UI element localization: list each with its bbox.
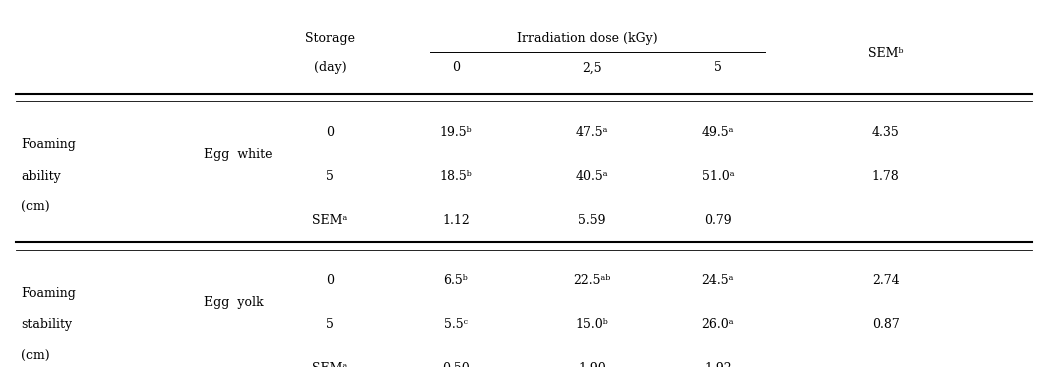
Text: 51.0ᵃ: 51.0ᵃ	[701, 170, 735, 183]
Text: Egg  white: Egg white	[204, 148, 272, 161]
Text: SEMᵇ: SEMᵇ	[868, 47, 903, 60]
Text: 5.59: 5.59	[578, 214, 606, 227]
Text: 22.5ᵃᵇ: 22.5ᵃᵇ	[573, 274, 611, 287]
Text: Egg  yolk: Egg yolk	[204, 296, 264, 309]
Text: stability: stability	[21, 318, 72, 331]
Text: 18.5ᵇ: 18.5ᵇ	[439, 170, 473, 183]
Text: 5: 5	[326, 170, 334, 183]
Text: 4.35: 4.35	[872, 126, 899, 139]
Text: (day): (day)	[313, 61, 347, 75]
Text: 5: 5	[326, 318, 334, 331]
Text: 49.5ᵃ: 49.5ᵃ	[701, 126, 735, 139]
Text: 0.50: 0.50	[442, 362, 470, 367]
Text: 1.78: 1.78	[872, 170, 899, 183]
Text: 1.12: 1.12	[442, 214, 470, 227]
Text: 0.87: 0.87	[872, 318, 899, 331]
Text: 6.5ᵇ: 6.5ᵇ	[443, 274, 468, 287]
Text: Irradiation dose (kGy): Irradiation dose (kGy)	[517, 32, 657, 45]
Text: 26.0ᵃ: 26.0ᵃ	[701, 318, 735, 331]
Text: 19.5ᵇ: 19.5ᵇ	[439, 126, 473, 139]
Text: 5: 5	[714, 61, 722, 75]
Text: ability: ability	[21, 170, 61, 183]
Text: 1.90: 1.90	[578, 362, 606, 367]
Text: 0: 0	[326, 126, 334, 139]
Text: (cm): (cm)	[21, 201, 49, 214]
Text: 2,5: 2,5	[583, 61, 602, 75]
Text: Foaming: Foaming	[21, 138, 75, 152]
Text: SEMᵃ: SEMᵃ	[312, 362, 348, 367]
Text: SEMᵃ: SEMᵃ	[312, 214, 348, 227]
Text: 40.5ᵃ: 40.5ᵃ	[575, 170, 609, 183]
Text: 47.5ᵃ: 47.5ᵃ	[575, 126, 609, 139]
Text: 2.74: 2.74	[872, 274, 899, 287]
Text: Foaming: Foaming	[21, 287, 75, 300]
Text: Storage: Storage	[305, 32, 355, 45]
Text: 0: 0	[452, 61, 460, 75]
Text: 0.79: 0.79	[704, 214, 732, 227]
Text: (cm): (cm)	[21, 349, 49, 363]
Text: 1.92: 1.92	[704, 362, 732, 367]
Text: 5.5ᶜ: 5.5ᶜ	[444, 318, 467, 331]
Text: 24.5ᵃ: 24.5ᵃ	[701, 274, 735, 287]
Text: 15.0ᵇ: 15.0ᵇ	[575, 318, 609, 331]
Text: 0: 0	[326, 274, 334, 287]
